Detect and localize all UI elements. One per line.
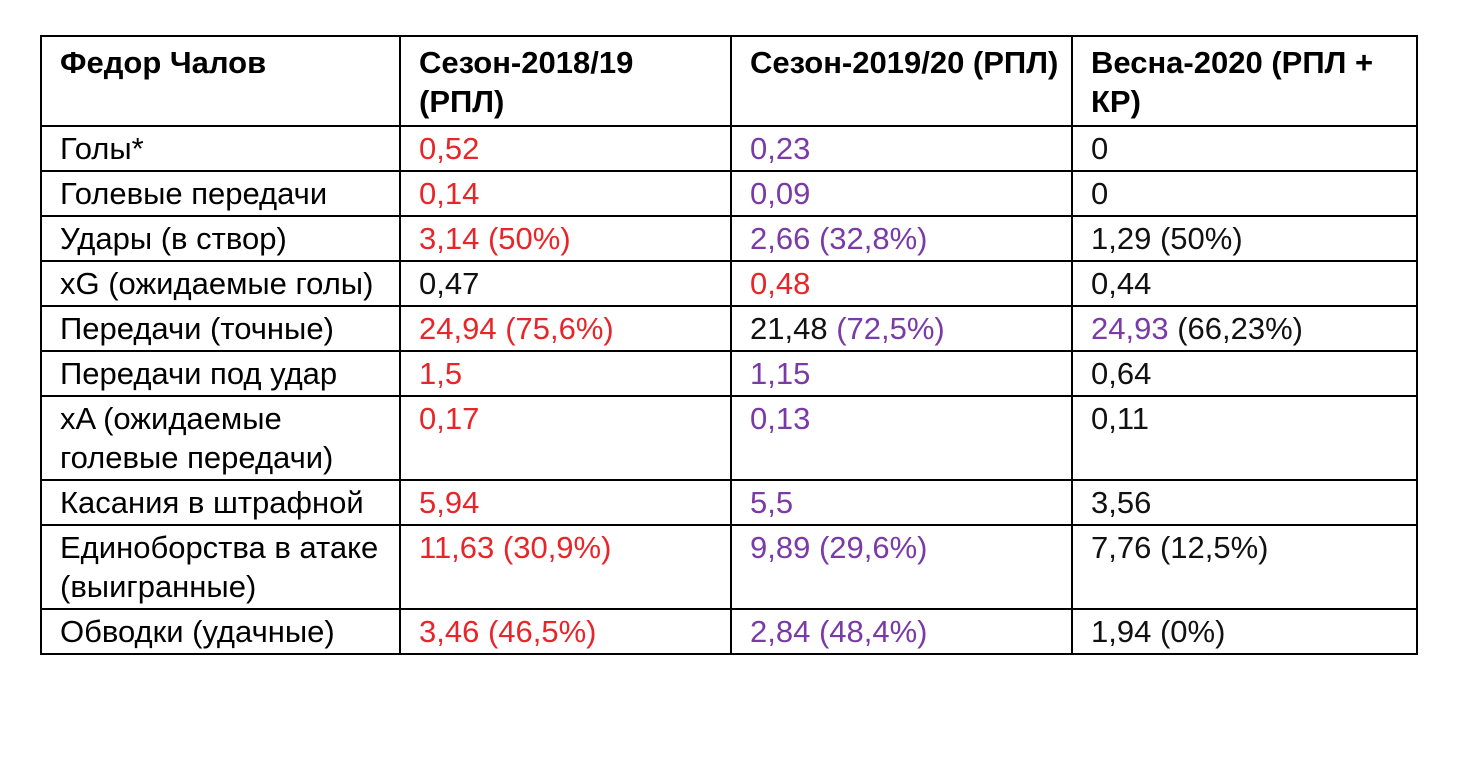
cell-value: 0,47 xyxy=(419,266,480,301)
value-cell: 0,13 xyxy=(730,395,1073,481)
value-cell: 0,17 xyxy=(399,395,732,481)
cell-value: 21,48 xyxy=(750,311,837,346)
value-cell: 0,64 xyxy=(1071,350,1418,397)
table-row: Передачи (точные) 24,94 (75,6%) 21,48 (72,… xyxy=(40,305,1418,352)
value-cell: 2,66 (32,8%) xyxy=(730,215,1073,262)
cell-value: 1,5 xyxy=(419,356,463,391)
header-season-3: Весна-2020 (РПЛ + КР) xyxy=(1071,35,1418,127)
value-cell: 0 xyxy=(1071,170,1418,217)
cell-value: 7,76 (12,5%) xyxy=(1091,530,1269,565)
value-cell: 0,48 xyxy=(730,260,1073,307)
row-label: Удары (в створ) xyxy=(40,215,401,262)
value-cell: 24,94 (75,6%) xyxy=(399,305,732,352)
value-cell: 21,48 (72,5%) xyxy=(730,305,1073,352)
value-cell: 2,84 (48,4%) xyxy=(730,608,1073,655)
table-row: Единоборства в атаке (выигранные) 11,63 (… xyxy=(40,524,1418,610)
cell-value: 24,93 xyxy=(1091,311,1178,346)
cell-value: 9,89 (29,6%) xyxy=(750,530,928,565)
cell-value: 5,94 xyxy=(419,485,480,520)
cell-value: 0 xyxy=(1091,131,1109,166)
value-cell: 0,47 xyxy=(399,260,732,307)
value-cell: 0,23 xyxy=(730,125,1073,172)
cell-value: 24,94 (75,6%) xyxy=(419,311,614,346)
row-label: xG (ожидаемые голы) xyxy=(40,260,401,307)
value-cell: 0,44 xyxy=(1071,260,1418,307)
value-cell: 1,29 (50%) xyxy=(1071,215,1418,262)
value-cell: 1,5 xyxy=(399,350,732,397)
value-cell: 3,46 (46,5%) xyxy=(399,608,732,655)
value-cell: 3,14 (50%) xyxy=(399,215,732,262)
stats-table: Федор Чалов Сезон-2018/19 (РПЛ) Сезон-2019… xyxy=(40,35,1418,655)
cell-value: 1,15 xyxy=(750,356,811,391)
value-cell: 0,11 xyxy=(1071,395,1418,481)
cell-value: 3,46 (46,5%) xyxy=(419,614,597,649)
table-row: Передачи под удар 1,5 1,15 0,64 xyxy=(40,350,1418,397)
value-cell: 7,76 (12,5%) xyxy=(1071,524,1418,610)
table-row: Голевые передачи 0,14 0,09 0 xyxy=(40,170,1418,217)
cell-value: 11,63 (30,9%) xyxy=(419,530,612,565)
value-cell: 1,94 (0%) xyxy=(1071,608,1418,655)
value-cell: 3,56 xyxy=(1071,479,1418,526)
row-label: Передачи (точные) xyxy=(40,305,401,352)
row-label: Обводки (удачные) xyxy=(40,608,401,655)
cell-value: (66,23%) xyxy=(1177,311,1303,346)
header-season-2: Сезон-2019/20 (РПЛ) xyxy=(730,35,1073,127)
cell-value: 0,64 xyxy=(1091,356,1152,391)
table-row: xA (ожидаемые голевые передачи) 0,17 0,13 0… xyxy=(40,395,1418,481)
value-cell: 1,15 xyxy=(730,350,1073,397)
cell-value: (72,5%) xyxy=(836,311,945,346)
cell-value: 0 xyxy=(1091,176,1109,211)
cell-value: 0,13 xyxy=(750,401,811,436)
cell-value: 2,66 (32,8%) xyxy=(750,221,928,256)
header-player-name: Федор Чалов xyxy=(40,35,401,127)
value-cell: 0 xyxy=(1071,125,1418,172)
table-row: Касания в штрафной 5,94 5,5 3,56 xyxy=(40,479,1418,526)
row-label: Передачи под удар xyxy=(40,350,401,397)
table-row: Обводки (удачные) 3,46 (46,5%) 2,84 (48,4%… xyxy=(40,608,1418,655)
cell-value: 0,52 xyxy=(419,131,480,166)
header-row: Федор Чалов Сезон-2018/19 (РПЛ) Сезон-2019… xyxy=(40,35,1418,127)
cell-value: 0,48 xyxy=(750,266,811,301)
cell-value: 3,14 (50%) xyxy=(419,221,571,256)
cell-value: 0,14 xyxy=(419,176,480,211)
cell-value: 3,56 xyxy=(1091,485,1152,520)
cell-value: 0,11 xyxy=(1091,401,1150,436)
value-cell: 5,5 xyxy=(730,479,1073,526)
table-row: Удары (в створ) 3,14 (50%) 2,66 (32,8%) 1,2… xyxy=(40,215,1418,262)
row-label: Единоборства в атаке (выигранные) xyxy=(40,524,401,610)
table-row: xG (ожидаемые голы) 0,47 0,48 0,44 xyxy=(40,260,1418,307)
value-cell: 0,14 xyxy=(399,170,732,217)
cell-value: 2,84 (48,4%) xyxy=(750,614,928,649)
value-cell: 9,89 (29,6%) xyxy=(730,524,1073,610)
table-header: Федор Чалов Сезон-2018/19 (РПЛ) Сезон-2019… xyxy=(40,35,1418,127)
cell-value: 0,17 xyxy=(419,401,480,436)
cell-value: 0,09 xyxy=(750,176,811,211)
cell-value: 0,44 xyxy=(1091,266,1152,301)
value-cell: 11,63 (30,9%) xyxy=(399,524,732,610)
table-body: Голы* 0,52 0,23 0 Голевые передачи 0,14 0,09 0 У… xyxy=(40,125,1418,655)
cell-value: 1,29 (50%) xyxy=(1091,221,1243,256)
row-label: Голевые передачи xyxy=(40,170,401,217)
cell-value: 0,23 xyxy=(750,131,811,166)
value-cell: 0,09 xyxy=(730,170,1073,217)
value-cell: 5,94 xyxy=(399,479,732,526)
cell-value: 1,94 (0%) xyxy=(1091,614,1226,649)
table-row: Голы* 0,52 0,23 0 xyxy=(40,125,1418,172)
row-label: Касания в штрафной xyxy=(40,479,401,526)
cell-value: 5,5 xyxy=(750,485,794,520)
row-label: xA (ожидаемые голевые передачи) xyxy=(40,395,401,481)
value-cell: 0,52 xyxy=(399,125,732,172)
header-season-1: Сезон-2018/19 (РПЛ) xyxy=(399,35,732,127)
value-cell: 24,93 (66,23%) xyxy=(1071,305,1418,352)
row-label: Голы* xyxy=(40,125,401,172)
